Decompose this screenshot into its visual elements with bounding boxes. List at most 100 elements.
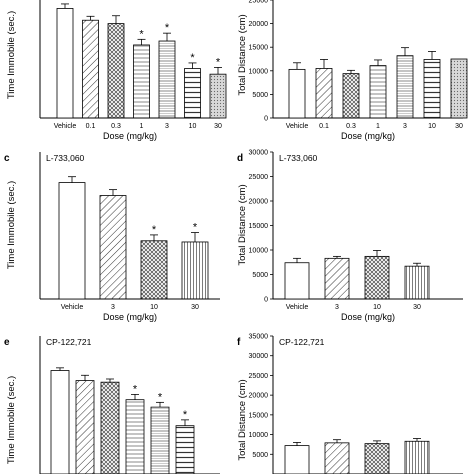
bar [75,380,95,474]
x-tick-label: Vehicle [61,304,84,311]
bar [140,240,168,300]
bar [184,68,201,119]
x-tick-label: 10 [428,123,436,130]
x-tick-label: 0.3 [346,123,356,130]
chart-panel-2: Time Immobile (sec.) c L-733,060 Vehicle 3 * 1… [4,152,220,322]
x-tick-label: 30 [191,304,199,311]
panel-title: CP-122,721 [279,337,325,347]
panel-letter: c [4,153,10,164]
x-axis-label: Dose (mg/kg) [341,131,395,141]
y-tick-label: 25000 [249,174,269,181]
x-tick-label: 0.3 [111,123,121,130]
x-tick-label: 0.1 [319,123,329,130]
x-tick-label: 1 [140,123,144,130]
bar [423,59,441,119]
bar [324,442,350,474]
significance-marker: * [165,22,170,34]
x-tick-label: 3 [335,304,339,311]
bar [404,265,430,300]
x-tick-label: Vehicle [286,304,309,311]
x-tick-label: 30 [455,123,463,130]
panel-letter: d [237,153,243,164]
significance-marker: * [193,222,198,234]
bar [396,55,414,119]
bar [133,44,150,119]
bar [50,370,70,474]
y-tick-label: 10000 [249,248,269,255]
bar [99,195,127,300]
y-tick-label: 25000 [249,0,269,5]
bar [404,440,430,474]
x-axis-label: Dose (mg/kg) [103,312,157,322]
x-tick-label: 30 [214,123,222,130]
bar [125,399,145,474]
x-tick-label: 3 [111,304,115,311]
bar [56,8,74,119]
y-tick-label: 35000 [249,334,269,341]
bar [315,68,333,119]
bar [100,381,120,474]
y-tick-label: 20000 [249,199,269,206]
bar [364,255,390,300]
chart-panel-4: Time Immobile (sec.) e CP-122,721 * * * [4,336,220,474]
bar [369,65,387,119]
x-tick-label: Vehicle [54,123,77,130]
bar [107,23,125,119]
y-tick-label: 10000 [249,432,269,439]
bar [82,19,99,119]
y-tick-label: 25000 [249,373,269,380]
panel-letter: f [237,337,241,348]
bar [158,40,176,119]
significance-marker: * [152,224,157,236]
chart-panel-5: 5000 10000 15000 20000 25000 30000 35000 Total … [237,334,463,474]
chart-panel-1: 0 5000 10000 15000 20000 25000 Total Distance … [237,0,468,141]
x-tick-label: 3 [165,123,169,130]
y-tick-label: 20000 [249,393,269,400]
y-axis-label: Time Immobile (sec.) [6,11,17,99]
bar [58,182,86,300]
bar [284,445,310,474]
panel-title: CP-122,721 [46,337,92,347]
bar [284,262,310,300]
y-axis-label: Total Distance (cm) [237,14,248,95]
y-tick-label: 5000 [252,452,268,459]
x-tick-label: 10 [373,304,381,311]
y-axis-label: Time Immobile (sec.) [6,376,17,464]
bar [288,68,306,119]
y-tick-label: 20000 [249,21,269,28]
bar [175,425,195,474]
bar [324,257,350,300]
panel-title: L-733,060 [46,153,85,163]
y-tick-label: 5000 [252,272,268,279]
significance-marker: * [158,391,163,403]
y-tick-label: 0 [264,297,268,304]
x-tick-label: 10 [150,304,158,311]
y-axis-label: Total Distance (cm) [237,184,248,265]
panel-letter: e [4,337,10,348]
bar [209,73,227,119]
x-tick-label: Vehicle [286,123,309,130]
y-tick-label: 5000 [252,92,268,99]
significance-marker: * [133,383,138,395]
significance-marker: * [190,52,195,64]
y-tick-label: 30000 [249,150,269,157]
x-tick-label: 0.1 [86,123,96,130]
x-tick-label: 1 [376,123,380,130]
significance-marker: * [183,409,188,421]
y-axis-label: Time Immobile (sec.) [6,181,17,269]
y-tick-label: 0 [264,116,268,123]
bar [450,58,468,119]
y-tick-label: 15000 [249,223,269,230]
x-tick-label: 30 [413,304,421,311]
chart-panel-0: Time Immobile (sec.) Vehicle 0.1 0.3 * 1 * 3 * 10… [6,0,227,141]
y-axis-label: Total Distance (cm) [237,379,248,460]
bar [181,241,209,300]
x-axis-label: Dose (mg/kg) [341,312,395,322]
significance-marker: * [216,56,221,68]
bar [342,73,360,119]
significance-marker: * [139,28,144,40]
x-tick-label: 10 [189,123,197,130]
bar [364,443,390,474]
x-axis-label: Dose (mg/kg) [103,131,157,141]
